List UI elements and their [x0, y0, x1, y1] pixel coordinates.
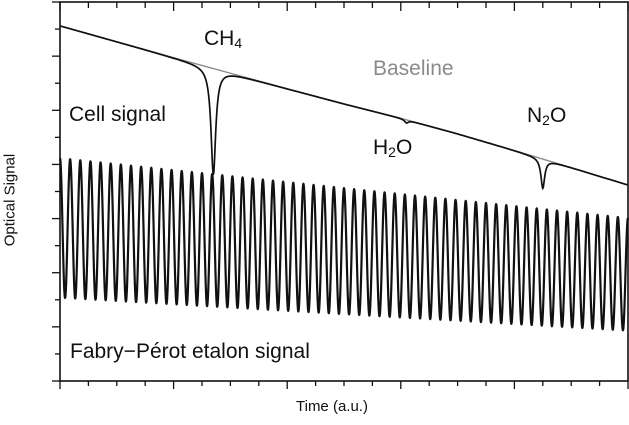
series-layer	[58, 25, 629, 332]
axes	[52, 1, 629, 389]
annotation-ch4: CH4	[204, 27, 243, 51]
x-axis-label: Time (a.u.)	[296, 398, 368, 415]
annotation-n2o: N2O	[527, 104, 567, 128]
annotation-h2o: H2O	[373, 136, 413, 160]
annotation-fp: Fabry−Pérot etalon signal	[70, 340, 310, 363]
etalon-signal-line	[58, 157, 629, 332]
annotation-cell: Cell signal	[69, 103, 166, 126]
annotation-baseline: Baseline	[373, 57, 454, 80]
y-axis-label: Optical Signal	[1, 153, 19, 247]
cell-signal-line	[59, 25, 629, 191]
